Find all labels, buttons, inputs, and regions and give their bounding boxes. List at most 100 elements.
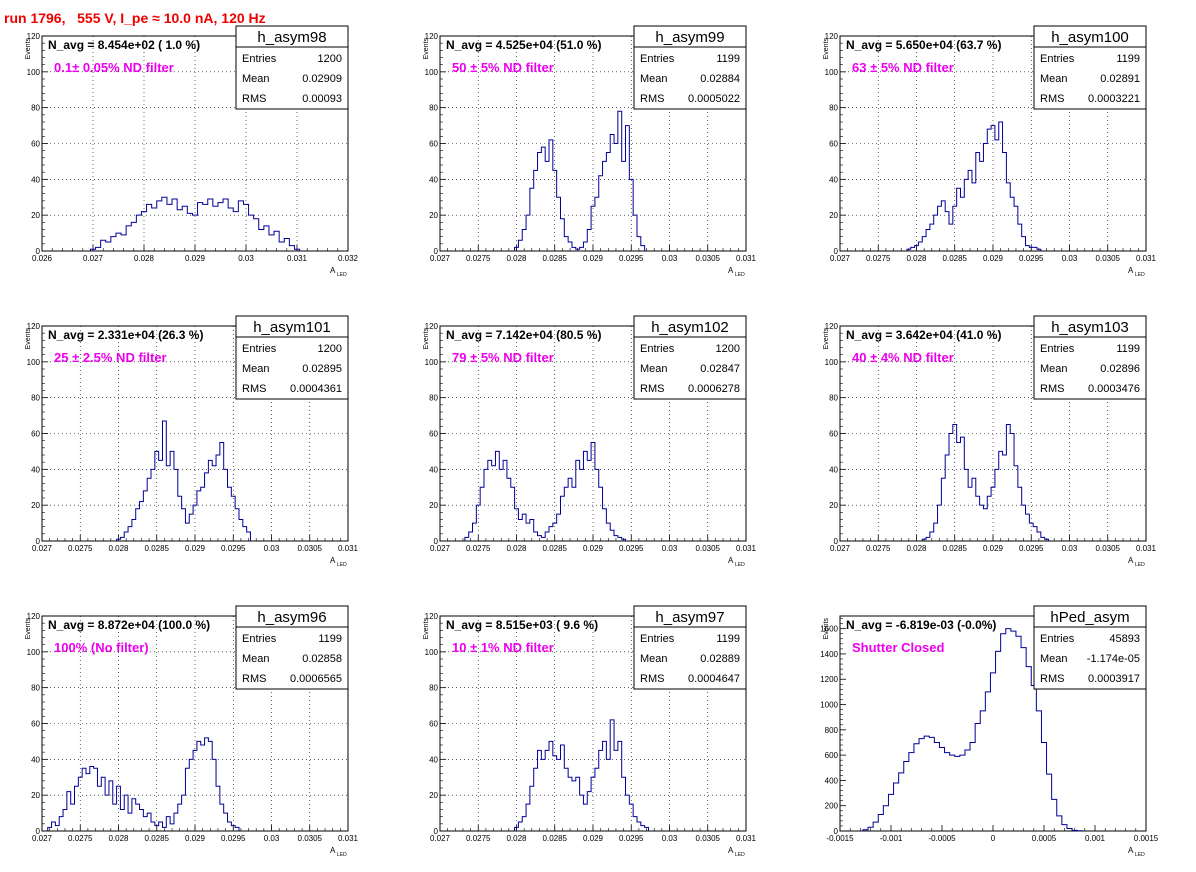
x-tick-label: 0.0285 <box>543 834 568 843</box>
x-tick-label: 0.03 <box>238 254 254 263</box>
x-tick-label: 0.031 <box>1136 254 1157 263</box>
histogram-name: h_asym100 <box>1051 29 1129 46</box>
x-tick-label: 0.0295 <box>221 544 246 553</box>
y-tick-label: 120 <box>425 322 439 331</box>
x-tick-label: 0.0295 <box>1019 254 1044 263</box>
stat-label: RMS <box>640 673 664 685</box>
stat-label: Mean <box>1040 653 1068 665</box>
navg-label: N_avg = 4.525e+04 (51.0 %) <box>446 38 601 52</box>
stats-box <box>633 626 747 690</box>
stat-label: Mean <box>242 73 270 85</box>
stat-label: Mean <box>640 653 668 665</box>
y-axis-label: Events <box>25 38 32 60</box>
y-tick-label: 1200 <box>820 675 838 684</box>
stat-value: 0.0003221 <box>1088 93 1140 105</box>
y-tick-label: 0 <box>36 537 41 546</box>
x-tick-label: 0.03 <box>264 544 280 553</box>
stat-value: 0.02847 <box>700 363 740 375</box>
filter-label: 79 ± 5% ND filter <box>452 350 554 365</box>
y-tick-label: 0 <box>434 827 439 836</box>
y-tick-label: 100 <box>27 358 41 367</box>
x-tick-label: 0.027 <box>83 254 104 263</box>
x-tick-label: 0.0285 <box>543 544 568 553</box>
x-tick-label: 0.029 <box>983 544 1004 553</box>
x-axis-label-subscript: LED <box>337 562 347 568</box>
histogram-panel-h_asym103: 0.027 0.0275 0.028 0.0285 0.029 0.0295 0.03 0.0… <box>823 315 1157 568</box>
stat-label: Entries <box>640 633 675 645</box>
x-tick-label: 0.0275 <box>466 254 491 263</box>
y-tick-label: 100 <box>27 648 41 657</box>
x-axis-label-subscript: LED <box>1135 852 1145 858</box>
stat-value: 0.0004647 <box>688 673 740 685</box>
stat-value: 0.0006278 <box>688 383 740 395</box>
y-axis-label: Events <box>423 38 430 60</box>
stat-label: Entries <box>242 633 277 645</box>
y-tick-label: 800 <box>825 726 839 735</box>
stat-value: 1199 <box>318 633 342 645</box>
y-tick-label: 80 <box>31 684 40 693</box>
y-tick-label: 60 <box>829 140 838 149</box>
x-tick-label: 0 <box>991 834 996 843</box>
stat-value: 1200 <box>716 343 740 355</box>
y-tick-label: 100 <box>825 68 839 77</box>
y-tick-label: 20 <box>31 501 40 510</box>
x-tick-label: 0.0295 <box>1019 544 1044 553</box>
histogram-outline <box>89 196 301 251</box>
stat-value: 1199 <box>716 633 740 645</box>
x-tick-label: 0.027 <box>430 254 451 263</box>
y-tick-label: 80 <box>31 394 40 403</box>
x-axis-label: A <box>330 846 336 855</box>
stat-label: Mean <box>242 363 270 375</box>
y-tick-label: 0 <box>36 247 41 256</box>
y-tick-label: 80 <box>429 104 438 113</box>
stat-value: 0.0006565 <box>290 673 342 685</box>
filter-label: 0.1± 0.05% ND filter <box>54 60 174 75</box>
stat-label: Entries <box>640 343 675 355</box>
stat-label: Entries <box>640 53 675 65</box>
histogram-panel-h_asym101: 0.027 0.0275 0.028 0.0285 0.029 0.0295 0.03 0.0… <box>25 315 359 568</box>
stat-label: Mean <box>1040 363 1068 375</box>
filter-label: 63 ± 5% ND filter <box>852 60 954 75</box>
stat-value: 1199 <box>1116 53 1140 65</box>
navg-label: N_avg = 8.515e+03 ( 9.6 %) <box>446 618 598 632</box>
y-tick-label: 40 <box>829 175 838 184</box>
histogram-outline <box>514 110 646 251</box>
histogram-panel-h_asym99: 0.027 0.0275 0.028 0.0285 0.029 0.0295 0.03 0.0… <box>423 25 757 278</box>
y-tick-label: 0 <box>434 537 439 546</box>
x-tick-label: 0.028 <box>906 254 927 263</box>
histogram-outline <box>906 121 1042 251</box>
x-tick-label: 0.0295 <box>619 254 644 263</box>
page-title: run 1796, 555 V, I_pe ≈ 10.0 nA, 120 Hz <box>4 10 266 26</box>
navg-label: N_avg = 7.142e+04 (80.5 %) <box>446 328 601 342</box>
x-tick-label: 0.0305 <box>298 544 323 553</box>
x-tick-label: 0.0285 <box>543 254 568 263</box>
x-axis-label: A <box>728 846 734 855</box>
x-tick-label: 0.0295 <box>619 834 644 843</box>
stat-value: 0.02858 <box>302 653 342 665</box>
histogram-outline <box>921 424 1049 541</box>
y-tick-label: 120 <box>425 32 439 41</box>
x-tick-label: 0.0275 <box>866 254 891 263</box>
stat-value: 0.0003476 <box>1088 383 1140 395</box>
y-tick-label: 40 <box>429 755 438 764</box>
histogram-panel-h_asym102: 0.027 0.0275 0.028 0.0285 0.029 0.0295 0.03 0.0… <box>423 315 757 568</box>
histogram-name: h_asym103 <box>1051 319 1129 336</box>
x-tick-label: 0.0005 <box>1032 834 1057 843</box>
x-tick-label: 0.0305 <box>696 834 721 843</box>
stat-label: RMS <box>242 673 266 685</box>
y-axis-label: Events <box>823 38 830 60</box>
x-tick-label: 0.029 <box>583 544 604 553</box>
y-tick-label: 80 <box>429 684 438 693</box>
navg-label: N_avg = 8.872e+04 (100.0 %) <box>48 618 210 632</box>
y-tick-label: 120 <box>27 32 41 41</box>
y-tick-label: 120 <box>425 612 439 621</box>
histogram-panel-h_asym96: 0.027 0.0275 0.028 0.0285 0.029 0.0295 0.03 0.0… <box>25 605 359 858</box>
stat-value: 0.00093 <box>302 93 342 105</box>
x-tick-label: 0.03 <box>1062 254 1078 263</box>
y-tick-label: 600 <box>825 751 839 760</box>
y-tick-label: 1600 <box>820 625 838 634</box>
x-tick-label: -0.0015 <box>826 834 854 843</box>
stats-box <box>235 46 349 110</box>
y-tick-label: 60 <box>31 720 40 729</box>
x-tick-label: 0.0015 <box>1134 834 1159 843</box>
